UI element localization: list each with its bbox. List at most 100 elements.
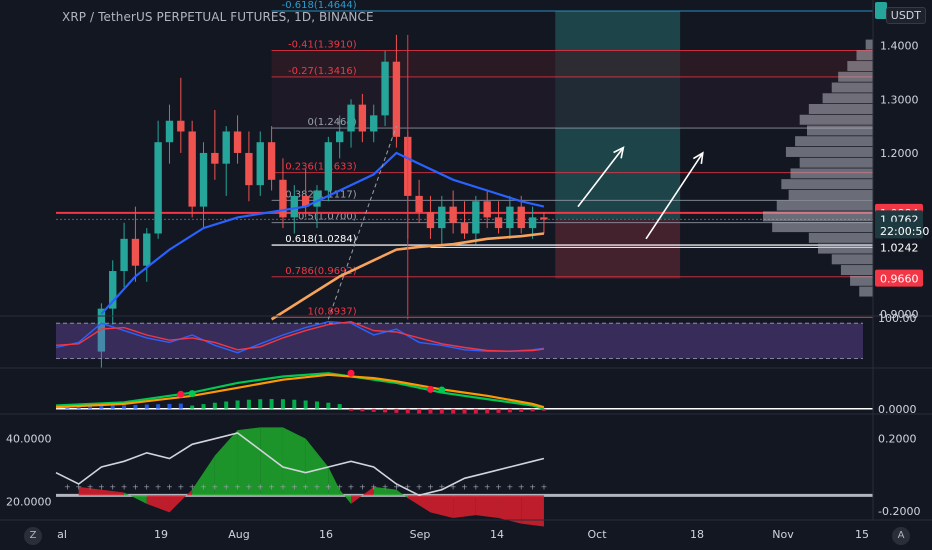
candle-body: [335, 131, 344, 143]
macd-pane[interactable]: [55, 369, 873, 414]
macd-histogram-bar: [144, 404, 149, 409]
macd-histogram-bar: [473, 408, 478, 414]
adx-area: [146, 495, 170, 513]
volume-profile-bar: [795, 136, 873, 147]
candle-body: [517, 206, 525, 229]
price-pane[interactable]: -0.618(1.4644) -0.41(1.3910) -0.27(1.3416)…: [56, 0, 873, 368]
adx-area: [78, 486, 125, 496]
macd-histogram-bar: [99, 405, 104, 409]
volume-profile-bar: [831, 254, 873, 265]
candle-body: [222, 131, 230, 164]
adx-area: [498, 495, 522, 524]
price-axis[interactable]: 1.40001.30001.20000.90001.08841.076222:0…: [0, 0, 932, 521]
time-tick: Sep: [410, 528, 431, 541]
adx-marker: +: [246, 483, 253, 492]
price-tick: 1.4000: [880, 40, 919, 53]
adx-area: [305, 438, 329, 496]
macd-histogram-bar: [371, 408, 376, 412]
volume-profile-bar: [818, 243, 873, 254]
macd-histogram-bar: [65, 406, 70, 409]
auto-scale-icon[interactable]: A: [892, 527, 910, 545]
volume-profile-bar: [763, 211, 873, 222]
fib-label: 0(1.2464): [308, 117, 357, 128]
volume-profile-bar: [772, 222, 873, 233]
arrow-head-icon: [613, 146, 625, 159]
candle-body: [109, 271, 117, 309]
fib-trend-line: [327, 125, 397, 320]
candle-body: [540, 217, 548, 220]
fib-label: -0.41(1.3910): [288, 39, 357, 50]
adx-marker: +: [143, 483, 150, 492]
macd-histogram-bar: [439, 408, 444, 414]
adx-marker: +: [121, 483, 128, 492]
candle-body: [256, 142, 264, 186]
macd-histogram-bar: [292, 399, 297, 409]
candle-body: [483, 201, 491, 218]
macd-histogram-bar: [133, 404, 138, 409]
adx-marker: +: [450, 483, 457, 492]
time-tick: 15: [855, 528, 869, 541]
macd-cross-dot: [188, 390, 196, 398]
projection-arrow: [645, 152, 704, 240]
candle-body: [347, 104, 355, 132]
adx-area: [339, 489, 352, 504]
macd-histogram-bar: [428, 408, 433, 414]
macd-histogram-bar: [337, 404, 342, 409]
candle-body: [120, 238, 128, 272]
volume-profile-bar: [838, 71, 873, 82]
arrow-head-icon: [692, 151, 704, 164]
adx-marker: +: [359, 483, 366, 492]
adx-marker: +: [427, 483, 434, 492]
adx-right-tick: -0.2000: [878, 505, 920, 518]
time-tick: al: [57, 528, 67, 541]
adx-marker: +: [484, 483, 491, 492]
candle-body: [177, 120, 185, 132]
adx-marker: +: [336, 483, 343, 492]
volume-profile-bar: [799, 114, 873, 125]
adx-marker: +: [64, 483, 71, 492]
time-axis[interactable]: al 19 Aug 16 Sep 14 Oct 18 Nov 15: [57, 528, 869, 541]
macd-cross-dot: [347, 369, 355, 377]
macd-tick: 0.0000: [878, 403, 917, 416]
timezone-icon[interactable]: Z: [24, 527, 42, 545]
adx-marker: +: [438, 483, 445, 492]
adx-marker: +: [518, 483, 525, 492]
adx-right-tick: 0.2000: [878, 433, 917, 446]
macd-histogram-bar: [519, 408, 524, 412]
volume-profile-bar: [788, 189, 873, 200]
adx-marker: +: [461, 483, 468, 492]
adx-marker: +: [189, 483, 196, 492]
candle-body: [472, 201, 480, 234]
adx-marker: +: [166, 483, 173, 492]
candle-body: [528, 217, 537, 229]
adx-marker: +: [348, 483, 355, 492]
volume-profile-bar: [822, 93, 873, 104]
adx-marker: +: [495, 483, 502, 492]
candle-body: [426, 212, 435, 229]
currency-button[interactable]: USDT: [885, 7, 926, 24]
rsi-pane[interactable]: [55, 320, 863, 360]
adx-marker: +: [541, 483, 548, 492]
candle-body: [154, 142, 162, 234]
macd-histogram-bar: [451, 408, 456, 414]
adx-marker: +: [75, 483, 82, 492]
macd-histogram-bar: [167, 403, 172, 409]
fib-label: 1(0.8937): [308, 306, 357, 317]
projection-arrow: [577, 147, 624, 208]
time-tick: 16: [319, 528, 333, 541]
rsi-tick: 100.00: [878, 312, 917, 325]
time-tick: Oct: [587, 528, 607, 541]
candle-body: [392, 61, 401, 137]
price-label: 1.0242: [880, 241, 919, 254]
macd-histogram-bar: [76, 406, 81, 409]
fib-label: -0.27(1.3416): [288, 66, 357, 77]
macd-histogram-bar: [258, 399, 263, 409]
macd-histogram-bar: [246, 399, 251, 409]
candle-body: [233, 131, 242, 153]
adx-pane[interactable]: + + + + + + + + + + + + + + + + + + + + + + + + + + + + + + + + + + + + + + + +…: [55, 427, 873, 527]
macd-histogram-bar: [269, 399, 274, 409]
adx-area: [396, 489, 408, 499]
macd-histogram-bar: [212, 402, 217, 409]
candle-body: [245, 152, 253, 186]
